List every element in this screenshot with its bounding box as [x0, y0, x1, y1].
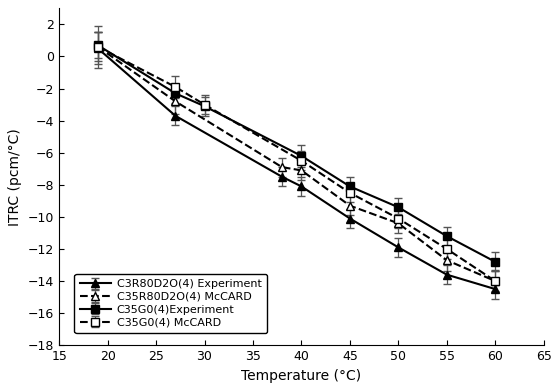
- Y-axis label: ITRC (pcm/°C): ITRC (pcm/°C): [8, 128, 22, 226]
- X-axis label: Temperature (°C): Temperature (°C): [241, 369, 362, 383]
- Legend: C3R80D2O(4) Experiment, C35R80D2O(4) McCARD, C35G0(4)Experiment, C35G0(4) McCARD: C3R80D2O(4) Experiment, C35R80D2O(4) McC…: [74, 274, 267, 333]
